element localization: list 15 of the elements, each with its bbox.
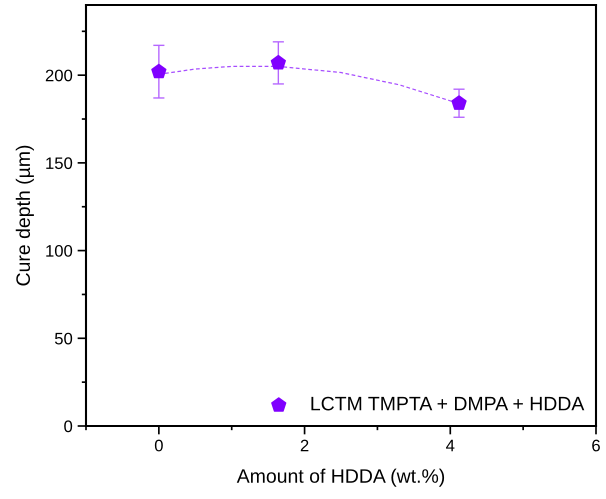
y-axis-title: Cure depth (µm) (16, 146, 34, 286)
y-tick-label: 150 (46, 157, 72, 170)
y-tick-label: 200 (46, 70, 72, 82)
y-tick-label: 50 (54, 332, 72, 344)
x-tick-label: 2 (300, 440, 308, 452)
legend-label: LCTM TMPTA + DMPA + HDDA (311, 396, 584, 410)
x-tick-label: 0 (154, 440, 163, 452)
y-tick-label: 100 (46, 244, 72, 257)
y-tick-label: 0 (64, 420, 72, 432)
point (151, 64, 166, 78)
x-tick-label: 6 (592, 440, 600, 452)
x-axis-title: Amount of HDDA (wt.%) (236, 468, 444, 487)
x-tick-label: 4 (446, 440, 454, 452)
point (270, 54, 286, 70)
point (451, 95, 467, 110)
